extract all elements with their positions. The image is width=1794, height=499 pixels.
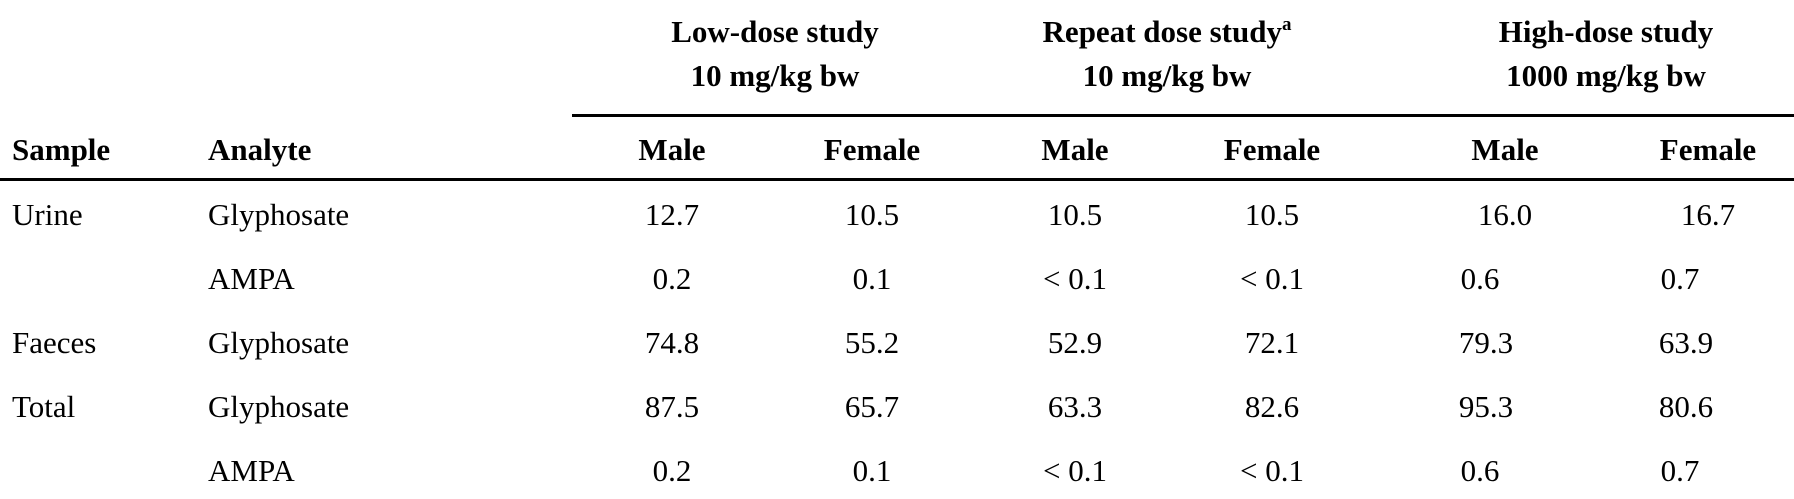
value-cell: 80.6 [1658, 389, 1714, 424]
group-dose-low-dose: 10 mg/kg bw [690, 58, 860, 93]
group-title-repeat-dose: Repeat dose studya [1042, 14, 1292, 49]
value-cell: 0.1 [852, 453, 892, 488]
value-cell: 82.6 [1244, 389, 1300, 424]
value-cell: 16.0 [1477, 197, 1533, 232]
value-cell: 0.6 [1460, 261, 1500, 296]
group-dose-repeat-dose: 10 mg/kg bw [1082, 58, 1252, 93]
column-header-rule [0, 178, 1794, 181]
footnote-marker: a [1281, 14, 1292, 35]
value-cell: 16.7 [1680, 197, 1736, 232]
value-cell: 79.3 [1458, 325, 1514, 360]
analyte-cell: AMPA [208, 261, 295, 296]
analyte-cell: AMPA [208, 453, 295, 488]
value-cell: 12.7 [644, 197, 700, 232]
value-cell: 95.3 [1458, 389, 1514, 424]
value-cell: 87.5 [644, 389, 700, 424]
sample-cell: Total [12, 389, 76, 424]
value-cell: 65.7 [844, 389, 900, 424]
value-cell: < 0.1 [1240, 261, 1304, 296]
value-cell: 74.8 [644, 325, 700, 360]
group-title-high-dose: High-dose study [1498, 14, 1714, 49]
group-dose-high-dose: 1000 mg/kg bw [1506, 58, 1706, 93]
group-title-low-dose: Low-dose study [671, 14, 879, 49]
value-cell: 0.6 [1460, 453, 1500, 488]
column-header-female: Female [1659, 132, 1757, 167]
column-header-male: Male [1041, 132, 1109, 167]
value-cell: 10.5 [1047, 197, 1103, 232]
column-header-male: Male [638, 132, 706, 167]
value-cell: < 0.1 [1240, 453, 1304, 488]
value-cell: 0.7 [1660, 261, 1700, 296]
analyte-cell: Glyphosate [208, 389, 350, 424]
column-header-female: Female [823, 132, 921, 167]
value-cell: 63.3 [1047, 389, 1103, 424]
value-cell: 0.7 [1660, 453, 1700, 488]
column-header-sample: Sample [12, 132, 111, 167]
value-cell: 55.2 [844, 325, 900, 360]
value-cell: 0.2 [652, 453, 692, 488]
column-header-female: Female [1223, 132, 1321, 167]
analyte-cell: Glyphosate [208, 197, 350, 232]
value-cell: 52.9 [1047, 325, 1103, 360]
sample-cell: Urine [12, 197, 83, 232]
value-cell: 0.2 [652, 261, 692, 296]
analyte-cell: Glyphosate [208, 325, 350, 360]
value-cell: 63.9 [1658, 325, 1714, 360]
column-header-male: Male [1471, 132, 1539, 167]
sample-cell: Faeces [12, 325, 97, 360]
value-cell: 0.1 [852, 261, 892, 296]
value-cell: 10.5 [1244, 197, 1300, 232]
value-cell: < 0.1 [1043, 453, 1107, 488]
group-header-rule [572, 114, 1794, 117]
value-cell: 72.1 [1244, 325, 1300, 360]
column-header-analyte: Analyte [208, 132, 312, 167]
value-cell: 10.5 [844, 197, 900, 232]
value-cell: < 0.1 [1043, 261, 1107, 296]
